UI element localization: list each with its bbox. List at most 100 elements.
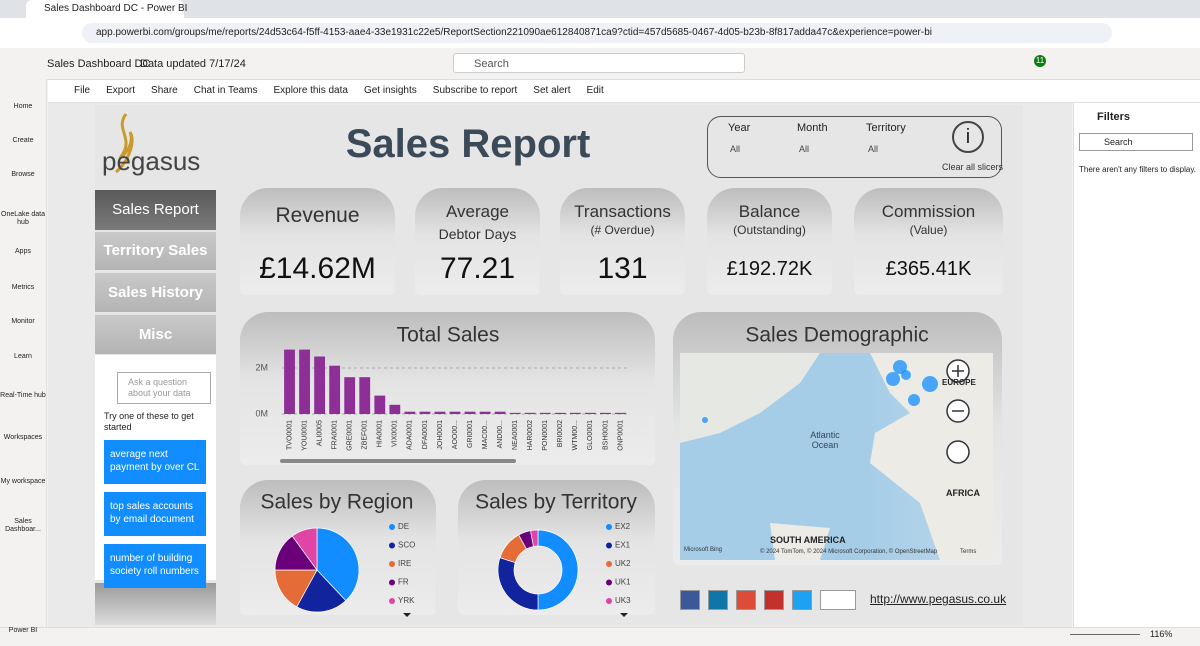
toolbar-button[interactable]: Export <box>106 85 136 96</box>
legend-scroll <box>620 613 628 617</box>
slicer-value[interactable]: All <box>868 144 879 154</box>
social-icon[interactable] <box>792 590 812 610</box>
bar <box>554 412 566 414</box>
info-icon[interactable]: i <box>952 121 984 153</box>
data-updated[interactable]: Data updated 7/17/24 <box>140 58 246 70</box>
zoom-slider[interactable] <box>1070 634 1140 635</box>
x-tick-label: ALI0005 <box>316 420 323 446</box>
bar <box>359 377 371 414</box>
scrollbar <box>280 459 516 463</box>
nav-item[interactable]: My workspace <box>0 478 46 485</box>
menu-item[interactable]: Sales Report <box>95 190 216 230</box>
nav-item[interactable]: Learn <box>14 353 32 360</box>
kpi-value: £192.72K <box>726 258 813 280</box>
notification-badge[interactable]: 11 <box>1034 55 1046 67</box>
menu-item[interactable]: Sales History <box>95 273 216 312</box>
kpi-card: Transactions (# Overdue) 131 <box>560 188 685 295</box>
menu-item[interactable]: Misc <box>95 315 216 354</box>
toolbar-button[interactable]: Explore this data <box>273 85 348 96</box>
social-icon[interactable] <box>736 590 756 610</box>
toolbar-button[interactable]: Get insights <box>363 85 417 96</box>
slicer-value[interactable]: All <box>730 144 741 154</box>
kpi-subtitle: Debtor Days <box>438 226 517 242</box>
kpi-subtitle: (Value) <box>909 223 948 237</box>
filters-search[interactable]: Search <box>1079 133 1193 151</box>
x-tick-label: VIX0001 <box>392 420 399 447</box>
tab-strip <box>0 0 1200 18</box>
nav-item[interactable]: Browse <box>11 171 35 178</box>
social-icon[interactable] <box>708 590 728 610</box>
nav-item[interactable]: Home <box>13 103 33 110</box>
x-tick-label: FRA0001 <box>331 420 338 450</box>
toolbar-button[interactable]: Subscribe to report <box>432 85 518 96</box>
legend-label: UK3 <box>615 596 631 605</box>
slicer-label: Month <box>797 122 828 134</box>
nav-item[interactable]: Power BI <box>8 627 38 634</box>
search-box[interactable]: Search <box>453 53 745 73</box>
toolbar-button[interactable]: Chat in Teams <box>193 85 258 96</box>
bar <box>494 411 506 414</box>
map-attribution: © 2024 TomTom, © 2024 Microsoft Corporat… <box>760 549 938 555</box>
kpi-value: 77.21 <box>439 252 516 285</box>
app-name[interactable]: Sales Dashboard DC <box>47 58 151 70</box>
legend-swatch <box>606 542 612 549</box>
nav-item[interactable]: Workspaces <box>3 434 43 441</box>
nav-item[interactable]: Metrics <box>11 284 35 291</box>
legend-swatch <box>389 579 395 586</box>
map-label: Atlantic Ocean <box>810 430 840 450</box>
qa-input[interactable]: Ask a question about your data <box>117 372 211 404</box>
nav-item[interactable]: Sales Dashboar... <box>5 518 41 533</box>
toolbar-button[interactable]: Set alert <box>533 85 571 96</box>
toolbar-button[interactable]: File <box>74 85 91 96</box>
nav-item[interactable]: Real-Time hub <box>0 392 46 399</box>
toolbar-button[interactable]: Edit <box>586 85 604 96</box>
bar <box>434 411 446 414</box>
bar <box>449 411 461 414</box>
map-label: EUROPE <box>942 378 976 387</box>
x-tick-label: MAC00... <box>482 420 489 449</box>
kpi-card: Average Debtor Days 77.21 <box>415 188 540 295</box>
bar <box>329 365 341 414</box>
social-icon[interactable] <box>764 590 784 610</box>
nav-item[interactable]: Monitor <box>11 318 35 325</box>
map-terms[interactable]: Terms <box>960 549 977 555</box>
clear-slicers[interactable]: Clear all slicers <box>942 162 1004 172</box>
legend-label: DE <box>398 522 409 531</box>
legend-label: SCO <box>398 541 415 550</box>
menu-footer <box>95 583 216 625</box>
bar <box>584 412 596 414</box>
qa-suggestion[interactable]: average next payment by over CL <box>104 440 206 484</box>
chart-title: Sales by Region <box>261 491 414 514</box>
bar <box>509 412 521 414</box>
website-link[interactable]: http://www.pegasus.co.uk <box>870 592 1007 606</box>
legend-swatch <box>606 524 612 530</box>
legend-label: FR <box>398 578 409 587</box>
tab[interactable]: Sales Dashboard DC - Power BI <box>26 0 187 18</box>
nav-item[interactable]: Create <box>12 137 34 144</box>
nav-item[interactable]: Apps <box>15 248 31 255</box>
bar <box>404 411 416 414</box>
map[interactable] <box>680 353 993 560</box>
toolbar-button[interactable]: Share <box>151 85 178 96</box>
legend-label: YRK <box>398 596 415 605</box>
bar <box>419 411 431 414</box>
social-icon[interactable] <box>820 590 856 610</box>
address-bar[interactable]: app.powerbi.com/groups/me/reports/24d53c… <box>82 23 1112 43</box>
x-tick-label: TVO0001 <box>286 420 293 450</box>
slicer-value[interactable]: All <box>799 144 810 154</box>
kpi-title: Balance <box>738 202 801 221</box>
qa-suggestion[interactable]: number of building society roll numbers <box>104 544 206 588</box>
social-icon[interactable] <box>680 590 700 610</box>
nav-item[interactable]: OneLake data hub <box>1 211 45 226</box>
legend-swatch <box>606 579 612 586</box>
bar <box>299 349 310 414</box>
bar <box>314 356 326 414</box>
kpi-value: £14.62M <box>259 252 376 285</box>
x-tick-label: PON0001 <box>542 420 549 451</box>
menu-item[interactable]: Territory Sales <box>95 232 216 270</box>
x-tick-label: AOO00... <box>452 420 459 449</box>
qa-suggestion[interactable]: top sales accounts by email document <box>104 492 206 536</box>
slice <box>296 569 347 613</box>
